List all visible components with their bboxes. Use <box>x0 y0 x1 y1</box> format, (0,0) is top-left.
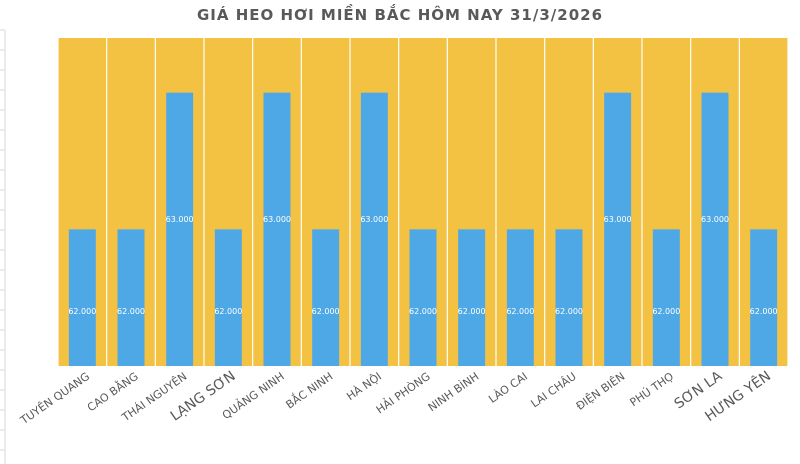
data-label: 63.000 <box>263 215 291 224</box>
data-label: 63.000 <box>701 215 729 224</box>
x-tick-label: HÀ NỘI <box>344 370 384 403</box>
bar <box>750 229 778 366</box>
data-label: 62.000 <box>409 307 437 316</box>
data-label: 62.000 <box>458 307 486 316</box>
chart-title: GIÁ HEO HƠI MIỀN BẮC HÔM NAY 31/3/2026 <box>196 6 604 24</box>
bar <box>360 92 388 367</box>
data-label: 63.000 <box>360 215 388 224</box>
bar <box>68 229 96 366</box>
data-label: 62.000 <box>312 307 340 316</box>
x-tick-label: LÀO CAI <box>486 370 530 406</box>
bar <box>604 92 632 367</box>
x-tick-label: LAI CHÂU <box>529 370 579 411</box>
data-label: 62.000 <box>555 307 583 316</box>
x-tick-label: PHÚ THỌ <box>628 370 677 410</box>
data-label: 62.000 <box>750 307 778 316</box>
data-label: 63.000 <box>166 215 194 224</box>
x-tick-label: HẢI PHÒNG <box>373 369 433 417</box>
bar <box>263 92 291 367</box>
bar <box>701 92 729 367</box>
bar <box>555 229 583 366</box>
data-label: 62.000 <box>117 307 145 316</box>
bar <box>652 229 680 366</box>
x-tick-label: TUYÊN QUANG <box>17 370 92 428</box>
data-label: 63.000 <box>604 215 632 224</box>
x-tick-label: ĐIỆN BIÊN <box>574 370 628 413</box>
bar <box>409 229 437 366</box>
data-label: 62.000 <box>652 307 680 316</box>
data-label: 62.000 <box>506 307 534 316</box>
bar <box>312 229 340 366</box>
bar <box>117 229 145 366</box>
bar <box>166 92 194 367</box>
data-label: 62.000 <box>68 307 96 316</box>
x-tick-label: BẮC NINH <box>283 369 335 412</box>
bar <box>458 229 486 366</box>
bar <box>214 229 242 366</box>
data-label: 62.000 <box>214 307 242 316</box>
x-tick-label: NINH BÌNH <box>426 370 482 414</box>
bar <box>506 229 534 366</box>
